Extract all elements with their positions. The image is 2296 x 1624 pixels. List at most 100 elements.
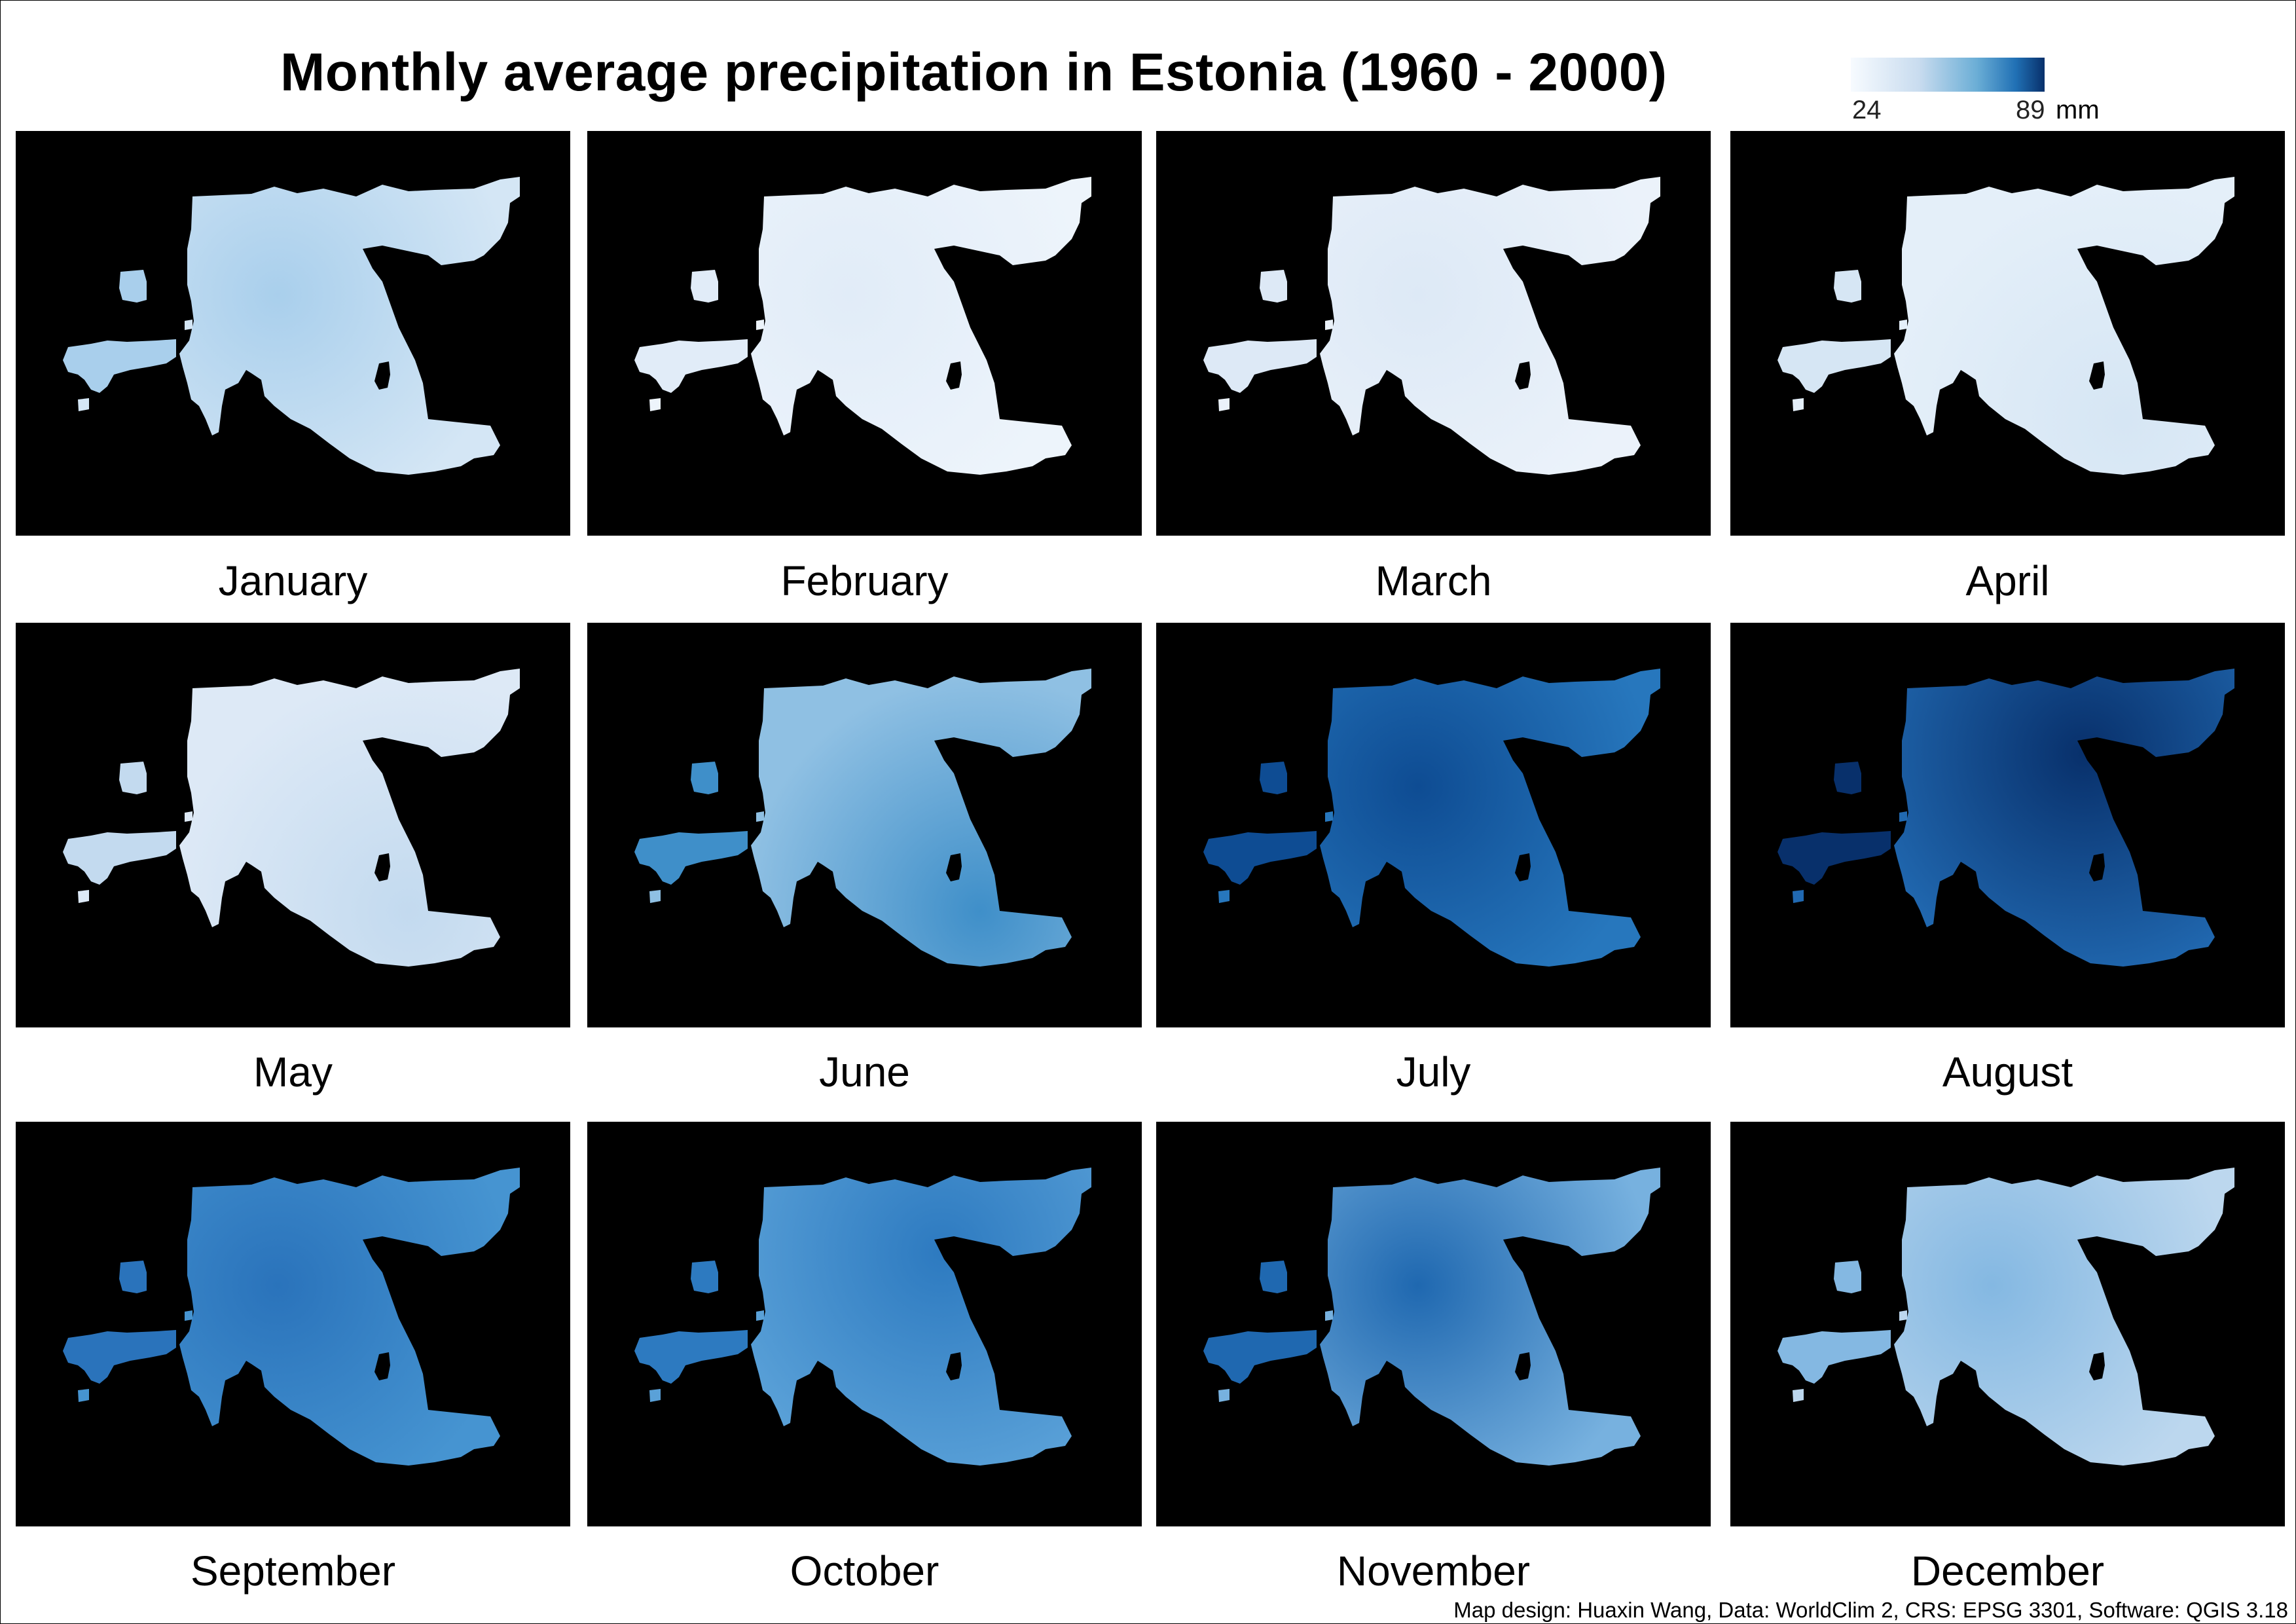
mainland-shape (179, 177, 520, 475)
month-label-june: June (819, 1048, 910, 1096)
month-label-august: August (1942, 1048, 2073, 1096)
month-label-may: May (253, 1048, 333, 1096)
mainland-shape (1320, 1168, 1660, 1466)
island-shape (185, 811, 192, 822)
island-shape (1793, 890, 1804, 903)
island-shape (1325, 1310, 1333, 1321)
island-shape (634, 1330, 748, 1384)
island-shape (1260, 1261, 1287, 1293)
mainland-shape (751, 669, 1091, 967)
island-shape (1834, 762, 1861, 794)
mainland-shape (1320, 669, 1660, 967)
mainland-shape (1894, 177, 2234, 475)
island-shape (649, 890, 661, 903)
month-label-january: January (218, 557, 368, 604)
island-shape (1203, 831, 1317, 885)
island-shape (649, 1389, 661, 1402)
island-shape (63, 831, 176, 885)
island-shape (691, 762, 718, 794)
estonia-map-december (1777, 1168, 2234, 1466)
month-label-march: March (1375, 557, 1492, 604)
month-label-july: July (1396, 1048, 1471, 1096)
color-legend: 24 89 mm (1851, 58, 2100, 130)
island-shape (634, 339, 748, 393)
map-panel-july (1156, 623, 1711, 1027)
legend-min-label: 24 (1852, 96, 1882, 124)
mainland-shape (179, 1168, 520, 1466)
map-panel-september (16, 1122, 570, 1526)
map-panel-january (16, 131, 570, 536)
estonia-map-january (63, 177, 520, 475)
island-shape (1777, 831, 1891, 885)
island-shape (756, 320, 764, 330)
estonia-map-september (63, 1168, 520, 1466)
estonia-map-february (634, 177, 1091, 475)
island-shape (691, 1261, 718, 1293)
mainland-shape (1894, 1168, 2234, 1466)
estonia-map-august (1777, 669, 2234, 967)
island-shape (1218, 398, 1230, 411)
mainland-shape (751, 177, 1091, 475)
legend-gradient-bar (1851, 58, 2045, 92)
island-shape (1777, 1330, 1891, 1384)
island-shape (63, 1330, 176, 1384)
map-title: Monthly average precipitation in Estonia… (280, 43, 1667, 102)
estonia-map-november (1203, 1168, 1660, 1466)
estonia-map-october (634, 1168, 1091, 1466)
island-shape (1793, 1389, 1804, 1402)
island-shape (756, 1310, 764, 1321)
island-shape (1793, 398, 1804, 411)
island-shape (78, 1389, 89, 1402)
estonia-map-july (1203, 669, 1660, 967)
island-shape (1834, 1261, 1861, 1293)
island-shape (1218, 1389, 1230, 1402)
mainland-shape (1894, 669, 2234, 967)
island-shape (1218, 890, 1230, 903)
island-shape (119, 270, 147, 303)
island-shape (1260, 270, 1287, 303)
map-panel-december (1730, 1122, 2285, 1526)
island-shape (1325, 811, 1333, 822)
map-panel-may (16, 623, 570, 1027)
island-shape (1203, 1330, 1317, 1384)
island-shape (119, 1261, 147, 1293)
estonia-map-april (1777, 177, 2234, 475)
month-label-april: April (1965, 557, 2050, 604)
island-shape (78, 398, 89, 411)
island-shape (691, 270, 718, 303)
map-panel-march (1156, 131, 1711, 536)
map-panel-april (1730, 131, 2285, 536)
month-label-february: February (780, 557, 949, 604)
estonia-map-may (63, 669, 520, 967)
estonia-map-march (1203, 177, 1660, 475)
month-label-september: September (190, 1547, 396, 1595)
estonia-map-june (634, 669, 1091, 967)
mainland-shape (1320, 177, 1660, 475)
island-shape (1899, 1310, 1907, 1321)
map-panel-october (587, 1122, 1142, 1526)
island-shape (756, 811, 764, 822)
island-shape (78, 890, 89, 903)
island-shape (119, 762, 147, 794)
island-shape (1325, 320, 1333, 330)
island-shape (634, 831, 748, 885)
map-credit: Map design: Huaxin Wang, Data: WorldClim… (1453, 1598, 2288, 1622)
island-shape (63, 339, 176, 393)
island-shape (649, 398, 661, 411)
legend-max-label: 89 (2016, 96, 2045, 124)
island-shape (1260, 762, 1287, 794)
mainland-shape (179, 669, 520, 967)
month-label-november: November (1336, 1547, 1531, 1595)
island-shape (185, 1310, 192, 1321)
island-shape (1834, 270, 1861, 303)
island-shape (1203, 339, 1317, 393)
island-shape (185, 320, 192, 330)
island-shape (1899, 320, 1907, 330)
map-panel-november (1156, 1122, 1711, 1526)
mainland-shape (751, 1168, 1091, 1466)
island-shape (1777, 339, 1891, 393)
month-label-october: October (790, 1547, 939, 1595)
map-panel-august (1730, 623, 2285, 1027)
month-label-december: December (1910, 1547, 2105, 1595)
map-panel-february (587, 131, 1142, 536)
